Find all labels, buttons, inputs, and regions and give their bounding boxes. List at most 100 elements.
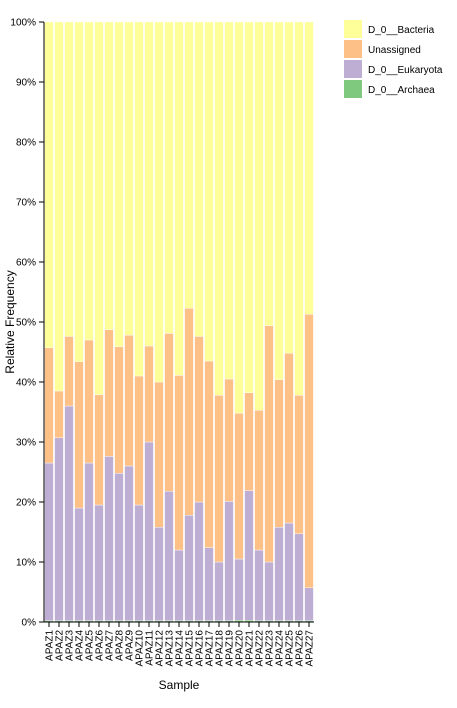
bar-segment-APAZ25-3 [284,21,294,354]
bar-segment-APAZ15-3 [184,21,194,309]
legend-item-1: Unassigned [344,40,421,58]
bar-segment-APAZ25-1 [284,522,294,622]
x-tick-label: APAZ16 [195,630,206,667]
bar-segment-APAZ1-1 [44,462,54,622]
y-tick-label: 80% [16,138,36,149]
bar-segment-APAZ20-1 [234,558,244,621]
x-tick-label: APAZ17 [205,630,216,667]
x-tick-label: APAZ26 [295,630,306,667]
x-tick-label: APAZ14 [175,630,186,667]
y-tick-label: 20% [16,498,36,509]
bar-segment-APAZ24-2 [274,379,284,528]
x-tick-label: APAZ6 [95,630,106,661]
bar-segment-APAZ27-1 [304,587,314,621]
bar-group-APAZ20 [234,21,244,623]
bar-segment-APAZ23-3 [264,21,274,326]
legend-label: Unassigned [368,45,421,56]
x-tick-label: APAZ20 [235,630,246,667]
bar-group-APAZ23 [264,21,274,623]
bar-segment-APAZ8-2 [114,346,124,474]
x-tick-label: APAZ3 [65,630,76,661]
bar-segment-APAZ16-2 [194,336,204,503]
bar-segment-APAZ24-1 [274,527,284,622]
x-tick-label: APAZ19 [225,630,236,667]
x-tick-label: APAZ22 [255,630,266,667]
y-axis: 0% 10% 20% 30% 40% 50% 60% 70% 80% 90% 100% [10,18,45,629]
x-tick-label: APAZ27 [305,630,316,667]
bar-segment-APAZ19-2 [224,378,234,502]
bar-group-APAZ22 [254,21,264,623]
bar-segment-APAZ5-2 [84,339,94,464]
bar-segment-APAZ7-3 [104,21,114,330]
bar-segment-APAZ1-2 [44,347,54,464]
x-tick-label: APAZ7 [105,630,116,661]
bar-segment-APAZ25-2 [284,353,294,524]
bar-group-APAZ21 [244,21,254,623]
bar-group-APAZ3 [64,21,74,623]
bar-segment-APAZ23-2 [264,325,274,563]
bar-segment-APAZ6-2 [94,394,104,506]
bar-segment-APAZ10-1 [134,504,144,622]
legend-item-0: D_0__Bacteria [344,20,435,38]
y-tick-label: 100% [10,18,36,29]
bar-segment-APAZ19-1 [224,501,234,621]
bar-segment-APAZ9-2 [124,335,134,467]
bar-group-APAZ17 [204,21,214,623]
bar-group-APAZ18 [214,21,224,623]
bar-group-APAZ6 [94,21,104,623]
bar-segment-APAZ21-1 [244,490,254,621]
legend-swatch [344,40,362,58]
bar-segment-APAZ2-2 [54,390,64,438]
bar-segment-APAZ11-3 [144,21,154,347]
bar-segment-APAZ26-1 [294,533,304,621]
bar-group-APAZ8 [114,21,124,623]
bar-segment-APAZ20-2 [234,413,244,560]
bar-segment-APAZ13-1 [164,491,174,622]
x-tick-label: APAZ15 [185,630,196,667]
bar-segment-APAZ6-3 [94,21,104,395]
bar-group-APAZ12 [154,21,164,623]
bar-segment-APAZ5-3 [84,21,94,341]
y-tick-label: 70% [16,198,36,209]
x-tick-label: APAZ11 [145,630,156,666]
y-tick-label: 40% [16,378,36,389]
bar-segment-APAZ12-2 [154,381,164,528]
bar-segment-APAZ6-1 [94,504,104,622]
x-tick-label: APAZ5 [85,630,96,661]
legend-label: D_0__Eukaryota [368,65,443,76]
bar-segment-APAZ3-3 [64,21,74,337]
bar-segment-APAZ9-3 [124,21,134,336]
bar-segment-APAZ19-3 [224,21,234,380]
bar-group-APAZ14 [174,21,184,623]
bar-segment-APAZ12-3 [154,21,164,383]
y-tick-label: 10% [16,558,36,569]
y-tick-label: 90% [16,78,36,89]
bar-segment-APAZ22-1 [254,549,264,622]
bar-group-APAZ26 [294,21,304,623]
bar-segment-APAZ15-2 [184,308,194,516]
bar-group-APAZ19 [224,21,234,623]
bar-group-APAZ13 [164,21,174,623]
x-tick-label: APAZ25 [285,630,296,667]
bar-segment-APAZ21-2 [244,392,254,491]
x-tick-label: APAZ2 [55,630,66,661]
bar-segment-APAZ8-3 [114,21,124,347]
bar-segment-APAZ1-3 [44,21,54,348]
bar-segment-APAZ14-1 [174,549,184,622]
bar-segment-APAZ18-1 [214,561,224,621]
x-tick-label: APAZ9 [125,630,136,661]
bar-segment-APAZ24-3 [274,21,284,380]
x-axis: APAZ1 APAZ2 APAZ3 APAZ4 APAZ5 APAZ6 APAZ7 APAZ8… [44,621,316,667]
x-tick-label: APAZ8 [115,630,126,661]
bar-segment-APAZ5-1 [84,462,94,622]
bar-group-APAZ16 [194,21,204,623]
bar-segment-APAZ11-2 [144,345,154,443]
bar-segment-APAZ10-3 [134,21,144,377]
bar-segment-APAZ7-1 [104,456,114,621]
bar-segment-APAZ4-2 [74,361,84,509]
x-tick-label: APAZ24 [275,630,286,667]
bar-segment-APAZ14-3 [174,21,184,376]
y-tick-label: 50% [16,318,36,329]
x-tick-label: APAZ4 [75,630,86,661]
